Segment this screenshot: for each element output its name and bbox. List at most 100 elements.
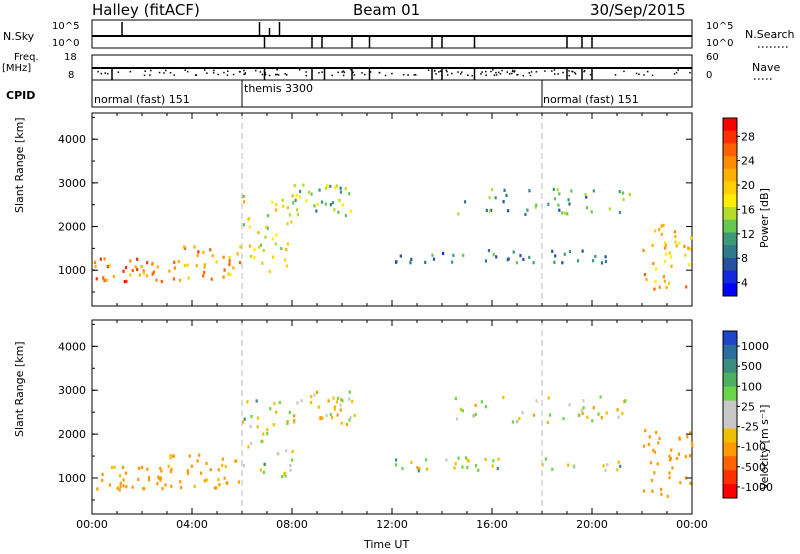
power-cell xyxy=(271,200,274,204)
nave-point xyxy=(568,74,571,77)
power-cell xyxy=(94,264,97,269)
vel-cell xyxy=(670,448,673,452)
power-cell xyxy=(281,198,284,202)
nave-point xyxy=(485,74,487,77)
power-cell xyxy=(664,246,667,250)
power-cell xyxy=(168,269,171,273)
vel-cell xyxy=(660,492,663,496)
power-cell xyxy=(294,198,297,202)
vel-cell xyxy=(453,466,456,470)
power-cell xyxy=(268,269,271,273)
power-cell xyxy=(210,277,213,281)
vel-cell xyxy=(101,478,104,483)
power-cell xyxy=(242,194,245,198)
power-colorbar-segment xyxy=(723,194,737,208)
vel-ytick-label: 3000 xyxy=(58,384,86,397)
vel-cell xyxy=(466,466,469,470)
power-colorbar-segment xyxy=(723,257,737,272)
vel-cell xyxy=(547,396,550,400)
power-cell xyxy=(535,203,538,207)
power-cell xyxy=(242,223,246,227)
nave-point xyxy=(268,74,271,77)
power-cell xyxy=(463,200,467,204)
power-cell xyxy=(674,240,677,244)
vel-cell xyxy=(186,469,189,473)
power-cell xyxy=(102,276,105,280)
power-cell xyxy=(552,187,555,192)
nave-point xyxy=(117,71,120,73)
nave-point xyxy=(321,71,323,73)
power-cell xyxy=(622,197,625,202)
power-cell xyxy=(673,230,677,234)
nave-point xyxy=(264,73,267,76)
vel-cell xyxy=(146,467,149,471)
vel-cell xyxy=(348,390,351,394)
vel-cell xyxy=(119,481,122,485)
power-cell xyxy=(604,255,607,259)
vel-cell xyxy=(275,410,278,414)
xtick-label: 12:00 xyxy=(376,518,408,531)
vel-cell xyxy=(266,428,269,432)
power-colorbar-segment xyxy=(723,270,737,284)
nave-point xyxy=(553,69,556,71)
nave-point xyxy=(298,69,301,71)
vel-cell xyxy=(317,405,320,409)
nave-point xyxy=(163,72,165,74)
vel-cell xyxy=(110,465,114,470)
vel-cell xyxy=(578,413,581,417)
nave-point xyxy=(495,71,497,74)
nave-point xyxy=(277,74,280,76)
nave-point xyxy=(261,73,264,76)
nave-point xyxy=(414,74,417,76)
power-cell xyxy=(228,259,231,263)
cpid-segment-1: normal (fast) 151 xyxy=(94,93,190,106)
vel-cell xyxy=(137,477,140,482)
nave-point xyxy=(284,73,286,75)
vel-cell xyxy=(242,464,245,468)
nave-point xyxy=(490,70,492,73)
power-cell xyxy=(664,243,667,247)
vel-cell xyxy=(395,458,398,462)
vel-cell xyxy=(224,464,227,469)
nave-point xyxy=(485,70,487,73)
nave-point xyxy=(562,71,564,74)
vel-cell xyxy=(651,489,654,493)
power-ytick-label: 2000 xyxy=(58,221,86,234)
nave-point xyxy=(446,70,448,73)
nave-point xyxy=(243,69,245,72)
power-cell xyxy=(558,208,561,212)
nave-point xyxy=(574,73,577,75)
power-cell xyxy=(307,190,311,194)
vel-colorbar-segment xyxy=(723,386,737,402)
vel-cell xyxy=(652,448,655,452)
vel-cell xyxy=(691,443,694,448)
vel-cell xyxy=(624,399,627,403)
power-cell xyxy=(678,241,681,245)
vel-cell xyxy=(286,421,289,426)
vel-cell xyxy=(484,457,487,462)
vel-cell xyxy=(118,474,122,478)
vel-ytick-label: 4000 xyxy=(58,340,86,353)
vel-cell xyxy=(602,464,605,468)
nsky-tick-bottom: 10^0 xyxy=(52,38,80,49)
vel-cell xyxy=(353,413,356,418)
power-cell xyxy=(568,249,572,254)
vel-cell xyxy=(492,459,495,463)
nave-point xyxy=(673,73,676,75)
power-cell xyxy=(135,257,139,261)
vel-cell xyxy=(190,464,193,468)
power-cell xyxy=(551,249,554,253)
vel-cell xyxy=(209,468,212,472)
vel-cell xyxy=(586,415,589,419)
vel-cell xyxy=(161,487,164,491)
vel-cell xyxy=(668,454,671,458)
power-cell xyxy=(432,257,436,261)
vel-cell xyxy=(315,390,319,394)
power-cell xyxy=(584,192,587,197)
power-cell xyxy=(136,267,139,272)
vel-cell xyxy=(544,457,548,461)
nave-point xyxy=(384,74,387,77)
vel-cell xyxy=(457,456,460,460)
vel-cell xyxy=(169,456,172,460)
power-cell xyxy=(315,209,318,213)
